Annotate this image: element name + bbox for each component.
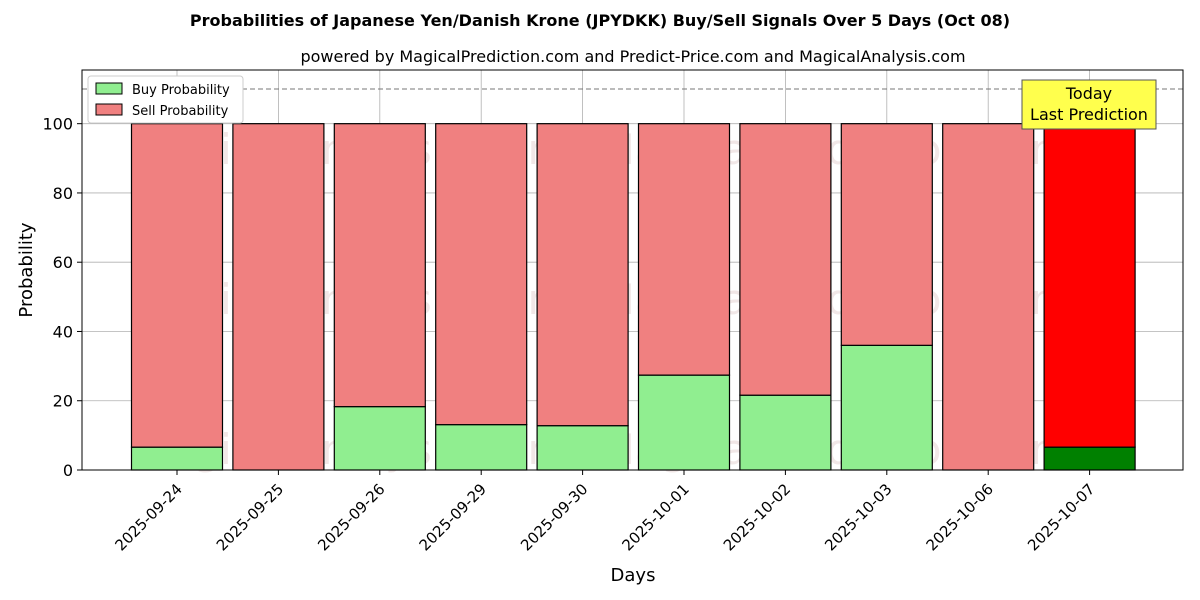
y-tick-label: 60	[53, 253, 73, 272]
y-tick-label: 0	[63, 461, 73, 480]
sell-bar	[637, 123, 731, 376]
legend-label-buy: Buy Probability	[132, 83, 230, 98]
legend-label-sell: Sell Probability	[132, 104, 229, 119]
x-tick-label: 2025-09-29	[416, 480, 490, 554]
x-tick-label: 2025-10-03	[821, 480, 895, 554]
buy-bar	[130, 446, 224, 471]
x-tick-label: 2025-10-02	[720, 480, 794, 554]
legend-swatch-buy	[95, 82, 123, 95]
legend: Buy Probability Sell Probability	[87, 75, 244, 124]
x-tick-label: 2025-10-01	[618, 480, 692, 554]
annotation-box	[1021, 79, 1157, 130]
x-tick-label: 2025-10-07	[1024, 480, 1098, 554]
sell-bar	[1043, 123, 1136, 448]
sell-bar	[130, 123, 224, 448]
x-axis-label: Days	[611, 565, 656, 586]
buy-bar	[333, 406, 426, 471]
sell-bar	[739, 123, 832, 396]
sell-bar	[840, 123, 933, 346]
x-tick-label: 2025-09-25	[213, 480, 287, 554]
annotation-line1: Today	[1065, 84, 1112, 103]
chart-title: Probabilities of Japanese Yen/Danish Kro…	[190, 11, 1010, 30]
y-tick-label: 20	[53, 392, 73, 411]
buy-bar	[536, 425, 629, 471]
sell-bar	[942, 123, 1035, 471]
chart-subtitle: powered by MagicalPrediction.com and Pre…	[300, 47, 965, 66]
sell-bar	[232, 123, 325, 471]
sell-bar	[435, 123, 528, 426]
legend-box	[87, 75, 244, 124]
annotation-line2: Last Prediction	[1030, 105, 1148, 124]
y-tick-label: 100	[42, 115, 73, 134]
buy-bar	[840, 344, 933, 471]
sell-bar	[333, 123, 426, 408]
buy-bar	[1043, 446, 1136, 471]
x-tick-label: 2025-09-26	[314, 480, 388, 554]
sell-bar	[536, 123, 629, 427]
buy-bar	[637, 374, 731, 471]
plot-frame	[81, 69, 1184, 471]
y-tick-label: 80	[53, 184, 73, 203]
x-tick-label: 2025-10-06	[923, 480, 997, 554]
x-tick-label: 2025-09-30	[517, 480, 591, 554]
legend-swatch-sell	[95, 103, 123, 116]
buy-bar	[435, 424, 528, 471]
buy-bar	[739, 394, 832, 471]
y-tick-label: 40	[53, 322, 73, 341]
today-annotation: Today Last Prediction	[1021, 79, 1157, 130]
y-axis-label: Probability	[16, 222, 37, 317]
x-tick-label: 2025-09-24	[111, 480, 185, 554]
